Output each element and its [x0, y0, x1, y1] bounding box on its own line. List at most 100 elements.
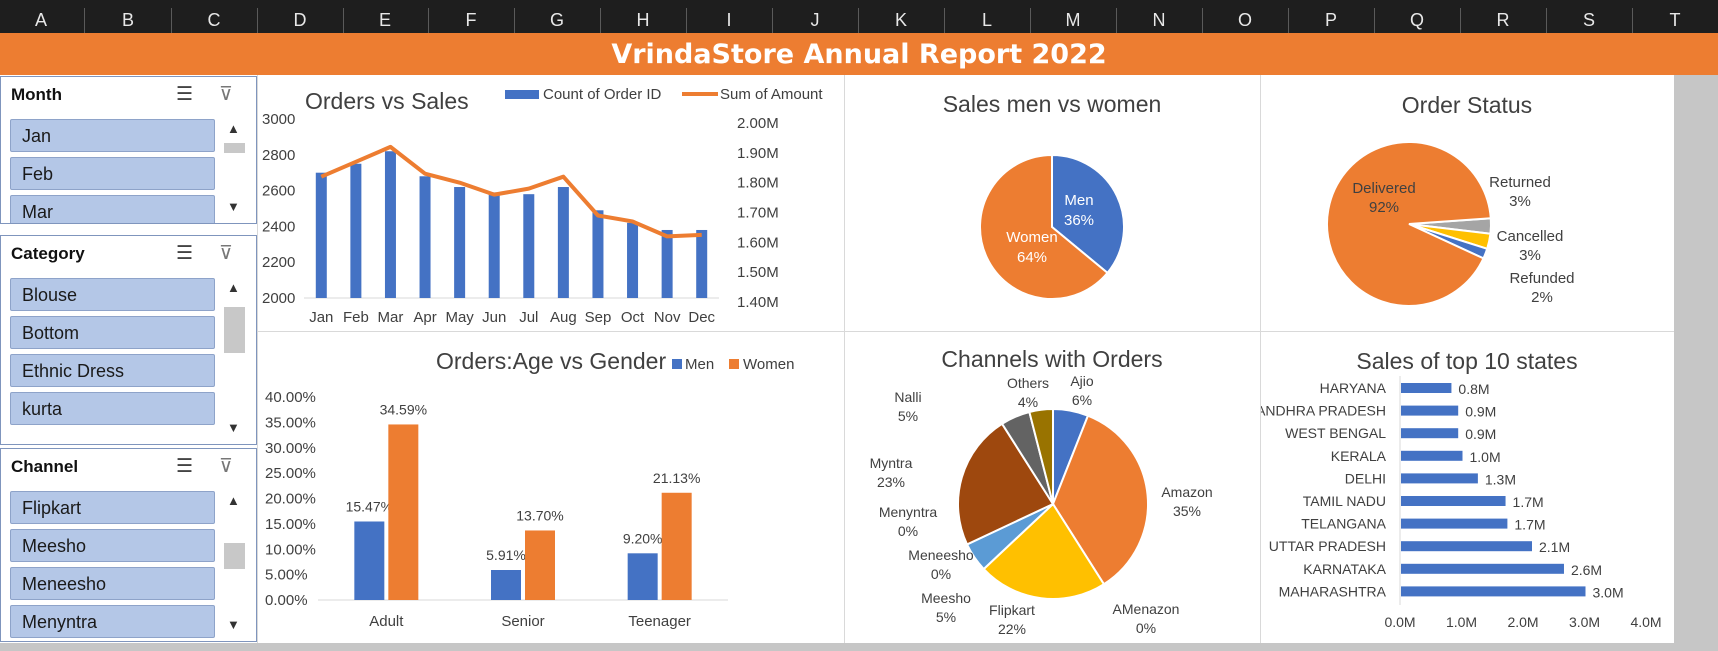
chevron-up-icon[interactable]: ▲: [227, 280, 240, 295]
x-tick-label: 0.0M: [1384, 614, 1415, 630]
chevron-down-icon[interactable]: ▼: [227, 199, 240, 214]
x-tick-label: Oct: [621, 309, 645, 326]
y-tick-label: 35.00%: [265, 414, 316, 431]
pie-slice: [1051, 153, 1125, 275]
clear-filter-icon[interactable]: ⊽: [219, 456, 233, 477]
slicer-item[interactable]: Meneesho: [10, 567, 215, 600]
data-label: AMenazon: [1113, 601, 1180, 617]
slicer-month: Month ☰ ⊽ Jan Feb Mar ▲ ▼: [0, 76, 257, 224]
column-header-b[interactable]: B: [121, 10, 134, 30]
column-header-t[interactable]: T: [1669, 10, 1681, 30]
column-header-d[interactable]: D: [293, 10, 307, 30]
chart-title: Sales men vs women: [943, 91, 1162, 117]
column-header-o[interactable]: O: [1237, 10, 1252, 30]
column-header-h[interactable]: H: [636, 10, 650, 30]
slicer-item[interactable]: Bottom: [10, 316, 215, 349]
column-separator: [1116, 8, 1117, 33]
slicer-item[interactable]: kurta: [10, 392, 215, 425]
y-tick-label: MAHARASHTRA: [1279, 583, 1387, 599]
column-header-c[interactable]: C: [207, 10, 221, 30]
sheet-background: [1674, 75, 1718, 651]
chart-title: Orders vs Sales: [305, 88, 469, 114]
y2-tick-label: 1.80M: [737, 175, 779, 192]
column-separator: [686, 8, 687, 33]
chevron-up-icon[interactable]: ▲: [227, 493, 240, 508]
chevron-down-icon[interactable]: ▼: [227, 420, 240, 435]
column-header-n[interactable]: N: [1152, 10, 1166, 30]
column-separator: [84, 8, 85, 33]
data-label: Nalli: [894, 389, 921, 405]
scrollbar-thumb[interactable]: [224, 307, 245, 353]
data-label: 5%: [898, 408, 918, 424]
slicer-item[interactable]: Flipkart: [10, 491, 215, 524]
column-header-m[interactable]: M: [1065, 10, 1081, 30]
column-header-g[interactable]: G: [549, 10, 564, 30]
data-label: Meesho: [921, 590, 971, 606]
orders-vs-sales-chart[interactable]: Orders vs Sales Count of Order ID Sum of A…: [258, 76, 844, 331]
data-label: 0.9M: [1465, 426, 1496, 442]
chevron-up-icon[interactable]: ▲: [227, 121, 240, 136]
column-header-e[interactable]: E: [378, 10, 391, 30]
legend-label: Count of Order ID: [543, 86, 662, 103]
slicer-item[interactable]: Menyntra: [10, 605, 215, 638]
column-header-p[interactable]: P: [1324, 10, 1337, 30]
data-label: 1.3M: [1485, 471, 1516, 487]
data-label: 36%: [1064, 212, 1094, 229]
order-status-chart[interactable]: Order Status Delivered 92% Returned 3% Cancel…: [1261, 76, 1674, 331]
sales-top-10-states-chart[interactable]: Sales of top 10 states HARYANA 0.8M ANDHRA …: [1261, 332, 1674, 643]
y-tick-label: 2200: [262, 254, 295, 271]
chart-title: Channels with Orders: [941, 346, 1162, 372]
data-label: Delivered: [1352, 180, 1415, 197]
slicer-item[interactable]: Mar: [10, 195, 215, 223]
slicer-channel: Channel ☰ ⊽ Flipkart Meesho Meneesho Menyntra ▲…: [0, 448, 257, 642]
clear-filter-icon[interactable]: ⊽: [219, 243, 233, 264]
column-header-j[interactable]: J: [810, 10, 820, 30]
slicer-title: Channel: [11, 457, 79, 476]
multi-select-icon[interactable]: ☰: [176, 456, 194, 477]
pie-slice: [1028, 407, 1054, 505]
sales-men-vs-women-chart[interactable]: Sales men vs women Men 36% Women 64%: [845, 76, 1260, 331]
slicer-item[interactable]: Ethnic Dress: [10, 354, 215, 387]
column-header-s[interactable]: S: [1582, 10, 1595, 30]
data-label: Amazon: [1161, 484, 1212, 500]
slicer-item[interactable]: Meesho: [10, 529, 215, 562]
bar: [454, 187, 466, 298]
slicer-title: Month: [11, 85, 62, 104]
chevron-down-icon[interactable]: ▼: [227, 617, 240, 632]
y2-tick-label: 2.00M: [737, 115, 779, 132]
bar: [1401, 541, 1532, 552]
slicer-item[interactable]: Jan: [10, 119, 215, 152]
x-tick-label: Senior: [501, 613, 544, 630]
data-label: 6%: [1072, 392, 1092, 408]
multi-select-icon[interactable]: ☰: [176, 243, 194, 264]
clear-filter-icon[interactable]: ⊽: [219, 84, 233, 105]
bar: [592, 210, 604, 298]
slicer-item[interactable]: Blouse: [10, 278, 215, 311]
x-tick-label: Nov: [654, 309, 681, 326]
column-header-k[interactable]: K: [894, 10, 907, 30]
scrollbar-thumb[interactable]: [224, 543, 245, 569]
column-header-q[interactable]: Q: [1409, 10, 1424, 30]
column-separator: [343, 8, 344, 33]
column-header-i[interactable]: I: [726, 10, 732, 30]
x-tick-label: 3.0M: [1569, 614, 1600, 630]
column-header-a[interactable]: A: [34, 10, 47, 30]
slicer-item[interactable]: Feb: [10, 157, 215, 190]
chart-title: Sales of top 10 states: [1356, 348, 1577, 374]
data-label: Flipkart: [989, 602, 1035, 618]
y-tick-label: 15.00%: [265, 516, 316, 533]
column-header-f[interactable]: F: [465, 10, 477, 30]
column-header-bar: A B C D E F G H I J K L M N O P Q R S T: [0, 0, 1718, 33]
column-header-l[interactable]: L: [981, 10, 992, 30]
scrollbar-thumb[interactable]: [224, 143, 245, 153]
legend-label: Sum of Amount: [720, 86, 823, 103]
data-label: Myntra: [870, 455, 913, 471]
x-tick-label: 4.0M: [1630, 614, 1661, 630]
column-header-r[interactable]: R: [1496, 10, 1510, 30]
bar: [491, 570, 521, 600]
data-label: 5%: [936, 609, 956, 625]
multi-select-icon[interactable]: ☰: [176, 84, 194, 105]
x-tick-label: Sep: [585, 309, 612, 326]
orders-age-vs-gender-chart[interactable]: Orders:Age vs Gender Men Women 40.00% 35.00%…: [258, 332, 844, 643]
